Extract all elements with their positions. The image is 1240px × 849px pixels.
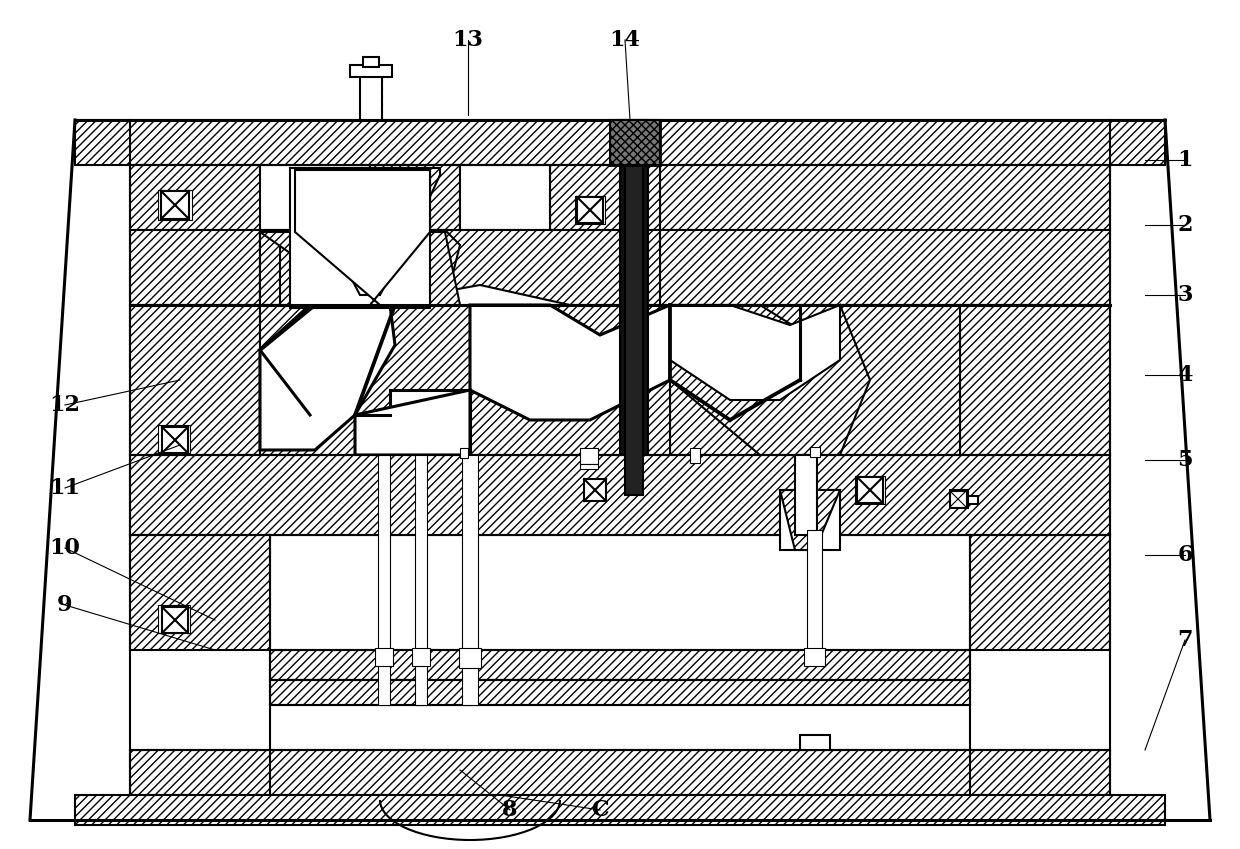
Bar [378, 455, 391, 705]
Bar [610, 120, 660, 165]
Bar [580, 448, 598, 464]
Bar [161, 191, 188, 219]
Bar [577, 197, 603, 223]
Bar [74, 795, 1166, 825]
Bar [157, 190, 192, 220]
Text: 3: 3 [1177, 284, 1193, 306]
Bar [412, 648, 430, 666]
Bar [689, 448, 701, 463]
Bar [460, 165, 551, 230]
Bar [157, 425, 190, 453]
Text: 2: 2 [1177, 214, 1193, 236]
Bar [800, 735, 830, 750]
Bar [660, 165, 1110, 230]
Polygon shape [280, 232, 440, 305]
Polygon shape [260, 305, 396, 450]
Bar [551, 165, 660, 230]
Bar [620, 120, 649, 455]
Bar [130, 230, 260, 305]
Bar [625, 165, 644, 495]
Text: 8: 8 [502, 799, 518, 821]
Bar [270, 650, 970, 680]
Text: 11: 11 [50, 477, 81, 499]
Bar [370, 165, 460, 230]
Polygon shape [391, 390, 470, 455]
Bar [130, 305, 260, 455]
Bar [130, 750, 1110, 795]
Bar [856, 476, 885, 504]
Polygon shape [295, 170, 430, 305]
Bar [807, 530, 822, 650]
Bar [960, 305, 1110, 455]
Text: 9: 9 [57, 594, 73, 616]
Bar [950, 491, 966, 507]
Polygon shape [355, 390, 470, 455]
Bar [290, 168, 430, 308]
Bar [415, 455, 427, 705]
Bar [157, 605, 190, 633]
Bar [463, 455, 477, 705]
Bar [660, 230, 1110, 305]
Bar [580, 464, 598, 469]
Bar [162, 607, 188, 633]
Polygon shape [260, 232, 460, 305]
Bar [460, 448, 467, 458]
Text: 5: 5 [1177, 449, 1193, 471]
Text: 1: 1 [1177, 149, 1193, 171]
Polygon shape [260, 230, 460, 305]
Bar [584, 479, 606, 501]
Bar [610, 120, 660, 165]
Polygon shape [290, 168, 440, 305]
Polygon shape [260, 230, 660, 305]
Bar [350, 65, 392, 77]
Bar [459, 648, 481, 668]
Bar [74, 120, 1166, 165]
Polygon shape [780, 490, 839, 550]
Bar [670, 305, 960, 455]
Bar [968, 496, 978, 504]
Bar [795, 455, 817, 535]
Text: 4: 4 [1177, 364, 1193, 386]
Bar [130, 535, 270, 650]
Bar [270, 680, 970, 705]
Bar [575, 196, 605, 224]
Text: 6: 6 [1177, 544, 1193, 566]
Polygon shape [670, 305, 870, 455]
Bar [130, 455, 1110, 535]
Polygon shape [470, 305, 670, 420]
Polygon shape [310, 175, 430, 295]
Bar [780, 490, 839, 550]
Text: 7: 7 [1177, 629, 1193, 651]
Bar [810, 447, 820, 457]
Bar [857, 477, 883, 503]
Text: 12: 12 [50, 394, 81, 416]
Bar [363, 57, 379, 67]
Text: 10: 10 [50, 537, 81, 559]
Text: 13: 13 [453, 29, 484, 51]
Bar [260, 305, 670, 455]
Bar [970, 535, 1110, 650]
Bar [130, 165, 260, 230]
Text: 14: 14 [610, 29, 640, 51]
Bar [374, 648, 393, 666]
Bar [162, 427, 188, 453]
Text: C: C [591, 799, 609, 821]
Bar [950, 490, 968, 508]
Bar [804, 648, 825, 666]
Bar [360, 75, 382, 120]
Polygon shape [670, 305, 839, 400]
